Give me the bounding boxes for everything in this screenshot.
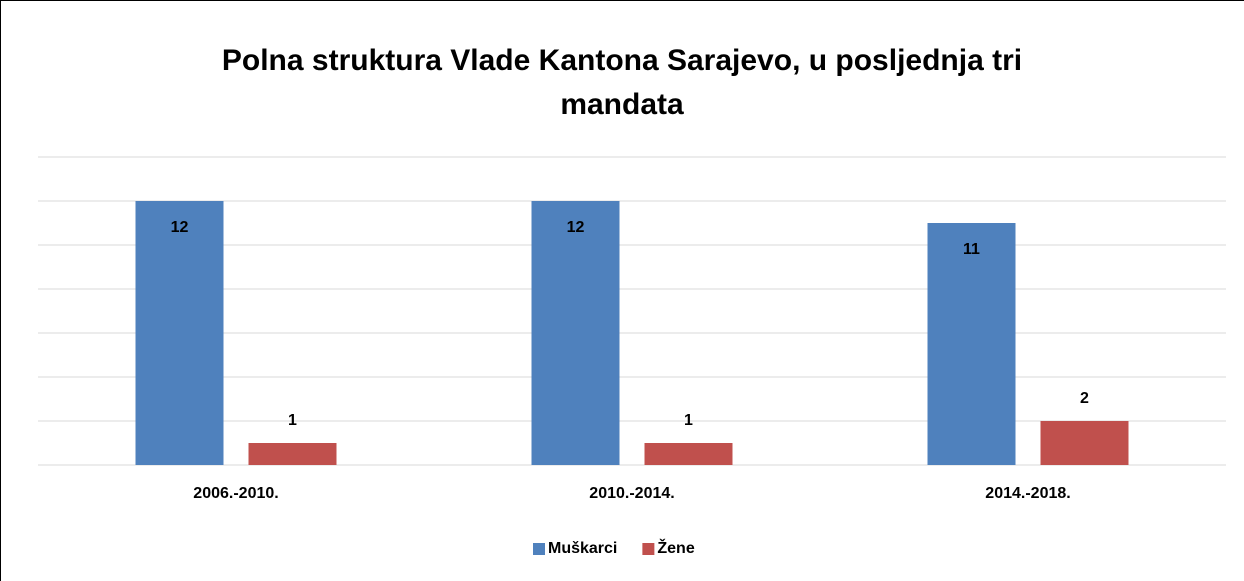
data-label: 2	[1080, 390, 1089, 407]
bar	[248, 443, 337, 465]
legend-label: Žene	[657, 538, 694, 557]
bar	[135, 201, 224, 465]
x-tick-label: 2014.-2018.	[985, 485, 1070, 502]
data-label: 11	[963, 241, 980, 258]
bar	[927, 223, 1016, 465]
chart-title: mandata	[560, 88, 684, 121]
data-label: 1	[288, 412, 297, 429]
bar	[531, 201, 620, 465]
data-label: 12	[171, 219, 189, 236]
data-label: 12	[567, 219, 585, 236]
data-label: 1	[684, 412, 693, 429]
legend-swatch	[642, 543, 655, 555]
legend-label: Muškarci	[548, 540, 617, 557]
x-tick-label: 2010.-2014.	[589, 485, 674, 502]
legend-swatch	[533, 543, 545, 555]
bar	[644, 443, 733, 465]
bar	[1040, 421, 1129, 465]
chart-title: Polna struktura Vlade Kantona Sarajevo, …	[222, 44, 1022, 77]
x-tick-label: 2006.-2010.	[193, 485, 278, 502]
